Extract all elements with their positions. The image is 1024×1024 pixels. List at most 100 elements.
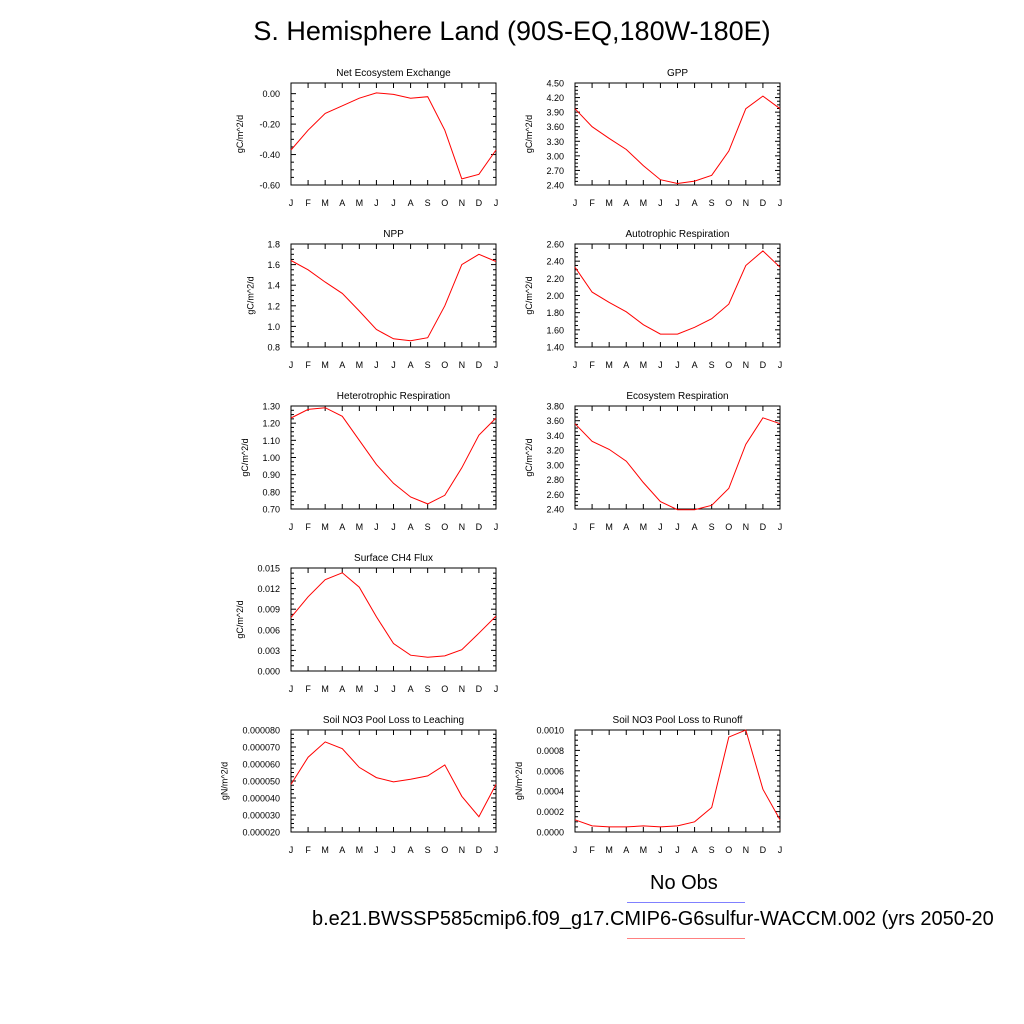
x-tick-label: N <box>743 845 750 855</box>
x-tick-label: O <box>725 845 732 855</box>
y-tick-label: 2.00 <box>546 291 564 301</box>
y-axis-label: gC/m^2/d <box>524 276 534 314</box>
x-tick-label: M <box>356 198 364 208</box>
y-tick-label: 3.20 <box>546 446 564 456</box>
x-tick-label: A <box>339 198 345 208</box>
x-tick-label: N <box>743 198 750 208</box>
x-tick-label: O <box>441 198 448 208</box>
y-tick-label: 0.000050 <box>242 777 280 787</box>
x-tick-label: J <box>374 522 379 532</box>
y-tick-label: -0.40 <box>259 150 280 160</box>
x-tick-label: M <box>321 684 329 694</box>
x-tick-label: A <box>623 360 629 370</box>
y-tick-label: 0.012 <box>257 584 280 594</box>
y-tick-label: 3.30 <box>546 137 564 147</box>
x-tick-label: J <box>391 198 396 208</box>
legend-model-label: b.e21.BWSSP585cmip6.f09_g17.CMIP6-G6sulf… <box>312 908 994 930</box>
x-tick-label: F <box>305 360 311 370</box>
y-tick-label: 3.00 <box>546 151 564 161</box>
y-tick-label: 1.6 <box>267 260 280 270</box>
y-tick-label: 0.009 <box>257 605 280 615</box>
x-tick-label: M <box>321 198 329 208</box>
plot-frame <box>574 405 781 510</box>
x-tick-label: J <box>494 845 499 855</box>
y-tick-label: 1.4 <box>267 281 280 291</box>
x-tick-label: N <box>459 522 466 532</box>
x-tick-label: S <box>425 198 431 208</box>
x-tick-label: S <box>425 845 431 855</box>
x-tick-label: O <box>725 360 732 370</box>
x-tick-label: J <box>494 198 499 208</box>
x-tick-label: J <box>675 845 680 855</box>
y-tick-label: 0.0006 <box>536 766 564 776</box>
y-tick-label: 1.10 <box>262 436 280 446</box>
x-tick-label: D <box>760 360 767 370</box>
y-tick-label: 2.70 <box>546 166 564 176</box>
x-tick-label: M <box>605 522 613 532</box>
x-tick-label: S <box>709 522 715 532</box>
x-tick-label: A <box>339 845 345 855</box>
y-axis-label: gN/m^2/d <box>514 762 524 800</box>
x-tick-label: J <box>675 522 680 532</box>
series-line <box>290 92 497 180</box>
plot-frame <box>290 82 497 186</box>
x-tick-label: M <box>605 845 613 855</box>
x-tick-label: J <box>374 684 379 694</box>
x-tick-label: A <box>408 198 414 208</box>
x-tick-label: J <box>778 360 783 370</box>
chart-title: Net Ecosystem Exchange <box>336 68 451 79</box>
x-tick-label: A <box>408 522 414 532</box>
y-tick-label: 1.40 <box>546 343 564 353</box>
x-tick-label: D <box>760 845 767 855</box>
x-tick-label: J <box>374 845 379 855</box>
y-tick-label: 3.80 <box>546 402 564 412</box>
x-tick-label: J <box>675 198 680 208</box>
y-tick-label: 0.0004 <box>536 787 564 797</box>
x-tick-label: N <box>459 684 466 694</box>
y-tick-label: 0.70 <box>262 505 280 515</box>
x-tick-label: S <box>709 360 715 370</box>
x-tick-label: M <box>356 522 364 532</box>
x-tick-label: D <box>476 198 483 208</box>
x-tick-label: S <box>425 522 431 532</box>
x-tick-label: J <box>675 360 680 370</box>
y-tick-label: 2.60 <box>546 490 564 500</box>
y-axis-label: gC/m^2/d <box>524 115 534 153</box>
y-tick-label: 1.2 <box>267 301 280 311</box>
x-tick-label: O <box>441 522 448 532</box>
x-tick-label: O <box>441 684 448 694</box>
y-tick-label: 2.40 <box>546 505 564 515</box>
y-tick-label: 1.20 <box>262 419 280 429</box>
x-tick-label: J <box>374 360 379 370</box>
y-tick-label: 0.015 <box>257 564 280 574</box>
x-tick-label: M <box>640 198 648 208</box>
x-tick-label: D <box>760 198 767 208</box>
y-tick-label: 0.90 <box>262 470 280 480</box>
y-tick-label: 0.000030 <box>242 811 280 821</box>
x-tick-label: F <box>305 522 311 532</box>
legend-obs-label: No Obs <box>650 872 718 894</box>
chart-title: NPP <box>383 229 404 240</box>
x-tick-label: M <box>321 360 329 370</box>
y-tick-label: 1.30 <box>262 402 280 412</box>
y-tick-label: 4.20 <box>546 93 564 103</box>
y-tick-label: 3.90 <box>546 108 564 118</box>
series-line <box>574 95 781 185</box>
x-tick-label: S <box>425 360 431 370</box>
x-tick-label: D <box>476 684 483 694</box>
x-tick-label: A <box>408 360 414 370</box>
x-tick-label: J <box>778 522 783 532</box>
chart-title: Surface CH4 Flux <box>354 553 433 564</box>
y-tick-label: 0.0008 <box>536 746 564 756</box>
x-tick-label: F <box>589 845 595 855</box>
chart-title: Autotrophic Respiration <box>626 229 730 240</box>
x-tick-label: M <box>356 360 364 370</box>
x-tick-label: F <box>305 198 311 208</box>
